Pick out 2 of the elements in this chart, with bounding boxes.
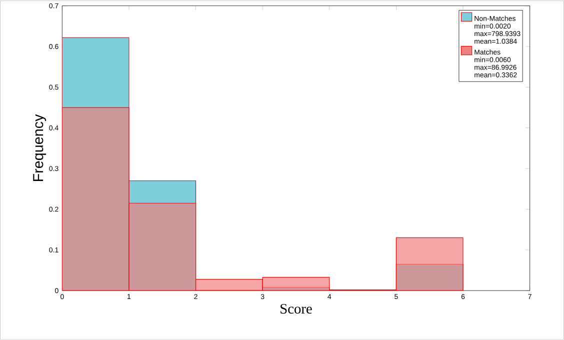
x-axis-title: Score xyxy=(280,304,312,314)
y-axis-title: Frequency xyxy=(33,114,46,182)
